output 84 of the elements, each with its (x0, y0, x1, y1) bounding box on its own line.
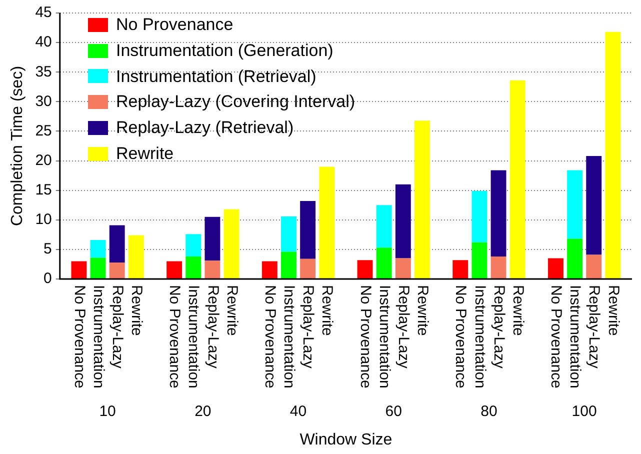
bar (166, 261, 182, 279)
bar (567, 170, 583, 239)
y-tick-label: 5 (44, 240, 52, 258)
bar (395, 258, 411, 279)
x-tick-label: Instrumentation (185, 285, 202, 388)
x-tick-label: Replay-Lazy (108, 285, 126, 369)
text: 40 (290, 403, 307, 420)
text: 80 (480, 403, 498, 420)
bar (490, 256, 506, 279)
bar (376, 248, 392, 279)
bar (319, 166, 335, 279)
x-tick-label: Replay-Lazy (586, 285, 603, 369)
x-tick-label: No Provenance (548, 285, 565, 388)
x-tick-label: Rewrite (318, 285, 336, 336)
y-tick-label: 40 (35, 34, 52, 51)
bar (605, 32, 621, 279)
x-tick-label: Rewrite (414, 285, 432, 336)
x-tick-label: No Provenance (166, 285, 184, 388)
x-tick-label: Instrumentation (566, 285, 584, 388)
text: 60 (385, 403, 402, 420)
y-tick-label: 0 (44, 270, 52, 288)
y-tick-label: 15 (35, 181, 52, 198)
x-tick-label: No Provenance (356, 285, 374, 388)
text: 100 (572, 403, 597, 420)
x-tick-label: Rewrite (128, 285, 146, 336)
x-tick-label: No Provenance (70, 285, 88, 388)
legend-label: No Provenance (116, 14, 234, 36)
legend-label: Replay-Lazy (Retrieval) (116, 117, 294, 140)
legend-label: Instrumentation (Generation) (116, 40, 334, 62)
bar (490, 170, 506, 257)
bar (186, 256, 202, 279)
text: 20 (194, 403, 212, 420)
bar (567, 238, 583, 279)
bar (109, 225, 125, 262)
x-tick-label: Rewrite (604, 285, 622, 336)
x-tick-label: Replay-Lazy (300, 285, 317, 369)
bar (300, 258, 316, 279)
x-tick-label: No Provenance (452, 285, 470, 388)
bar (90, 258, 106, 279)
bar (281, 252, 296, 279)
bar (472, 190, 488, 242)
y-axis-title: Completion Time (sec) (9, 66, 26, 226)
y-tick-label: 45 (35, 4, 52, 22)
bar (204, 216, 220, 261)
x-tick-label: Instrumentation (280, 285, 298, 388)
legend-label: Instrumentation (Retrieval) (116, 66, 316, 88)
text: 10 (99, 403, 116, 420)
bar (262, 261, 278, 279)
legend-label: Rewrite (116, 142, 174, 165)
bar (452, 260, 468, 279)
x-tick-label: Rewrite (223, 285, 240, 336)
bar (300, 200, 316, 259)
x-tick-label: Rewrite (509, 285, 526, 336)
bar (281, 216, 296, 252)
x-tick-label: Replay-Lazy (204, 285, 222, 369)
bar (586, 156, 602, 255)
bar (128, 235, 144, 279)
bar (586, 254, 602, 279)
x-tick-label: Replay-Lazy (395, 285, 412, 369)
x-tick-label: Instrumentation (90, 285, 107, 388)
bar (357, 260, 373, 279)
bar (71, 261, 87, 279)
bar (224, 209, 240, 279)
y-tick-label: 35 (35, 63, 52, 80)
bar (395, 184, 411, 258)
y-tick-label: 10 (35, 211, 52, 228)
bar (548, 258, 564, 279)
bar (414, 120, 430, 279)
y-tick-label: 20 (35, 152, 52, 169)
bar (109, 262, 125, 279)
bar (472, 242, 488, 279)
bar (510, 80, 526, 279)
y-tick-label: 30 (35, 92, 52, 110)
x-tick-label: No Provenance (262, 285, 279, 388)
x-tick-label: Replay-Lazy (490, 285, 508, 369)
bar (204, 260, 220, 279)
x-axis-title: Window Size (300, 431, 392, 448)
x-tick-label: Instrumentation (376, 285, 393, 388)
bar (376, 205, 392, 248)
legend-label: Replay-Lazy (Covering Interval) (116, 91, 356, 114)
y-tick-label: 25 (35, 122, 52, 140)
bar (186, 234, 202, 257)
x-tick-label: Instrumentation (471, 285, 488, 388)
bar (90, 240, 106, 258)
